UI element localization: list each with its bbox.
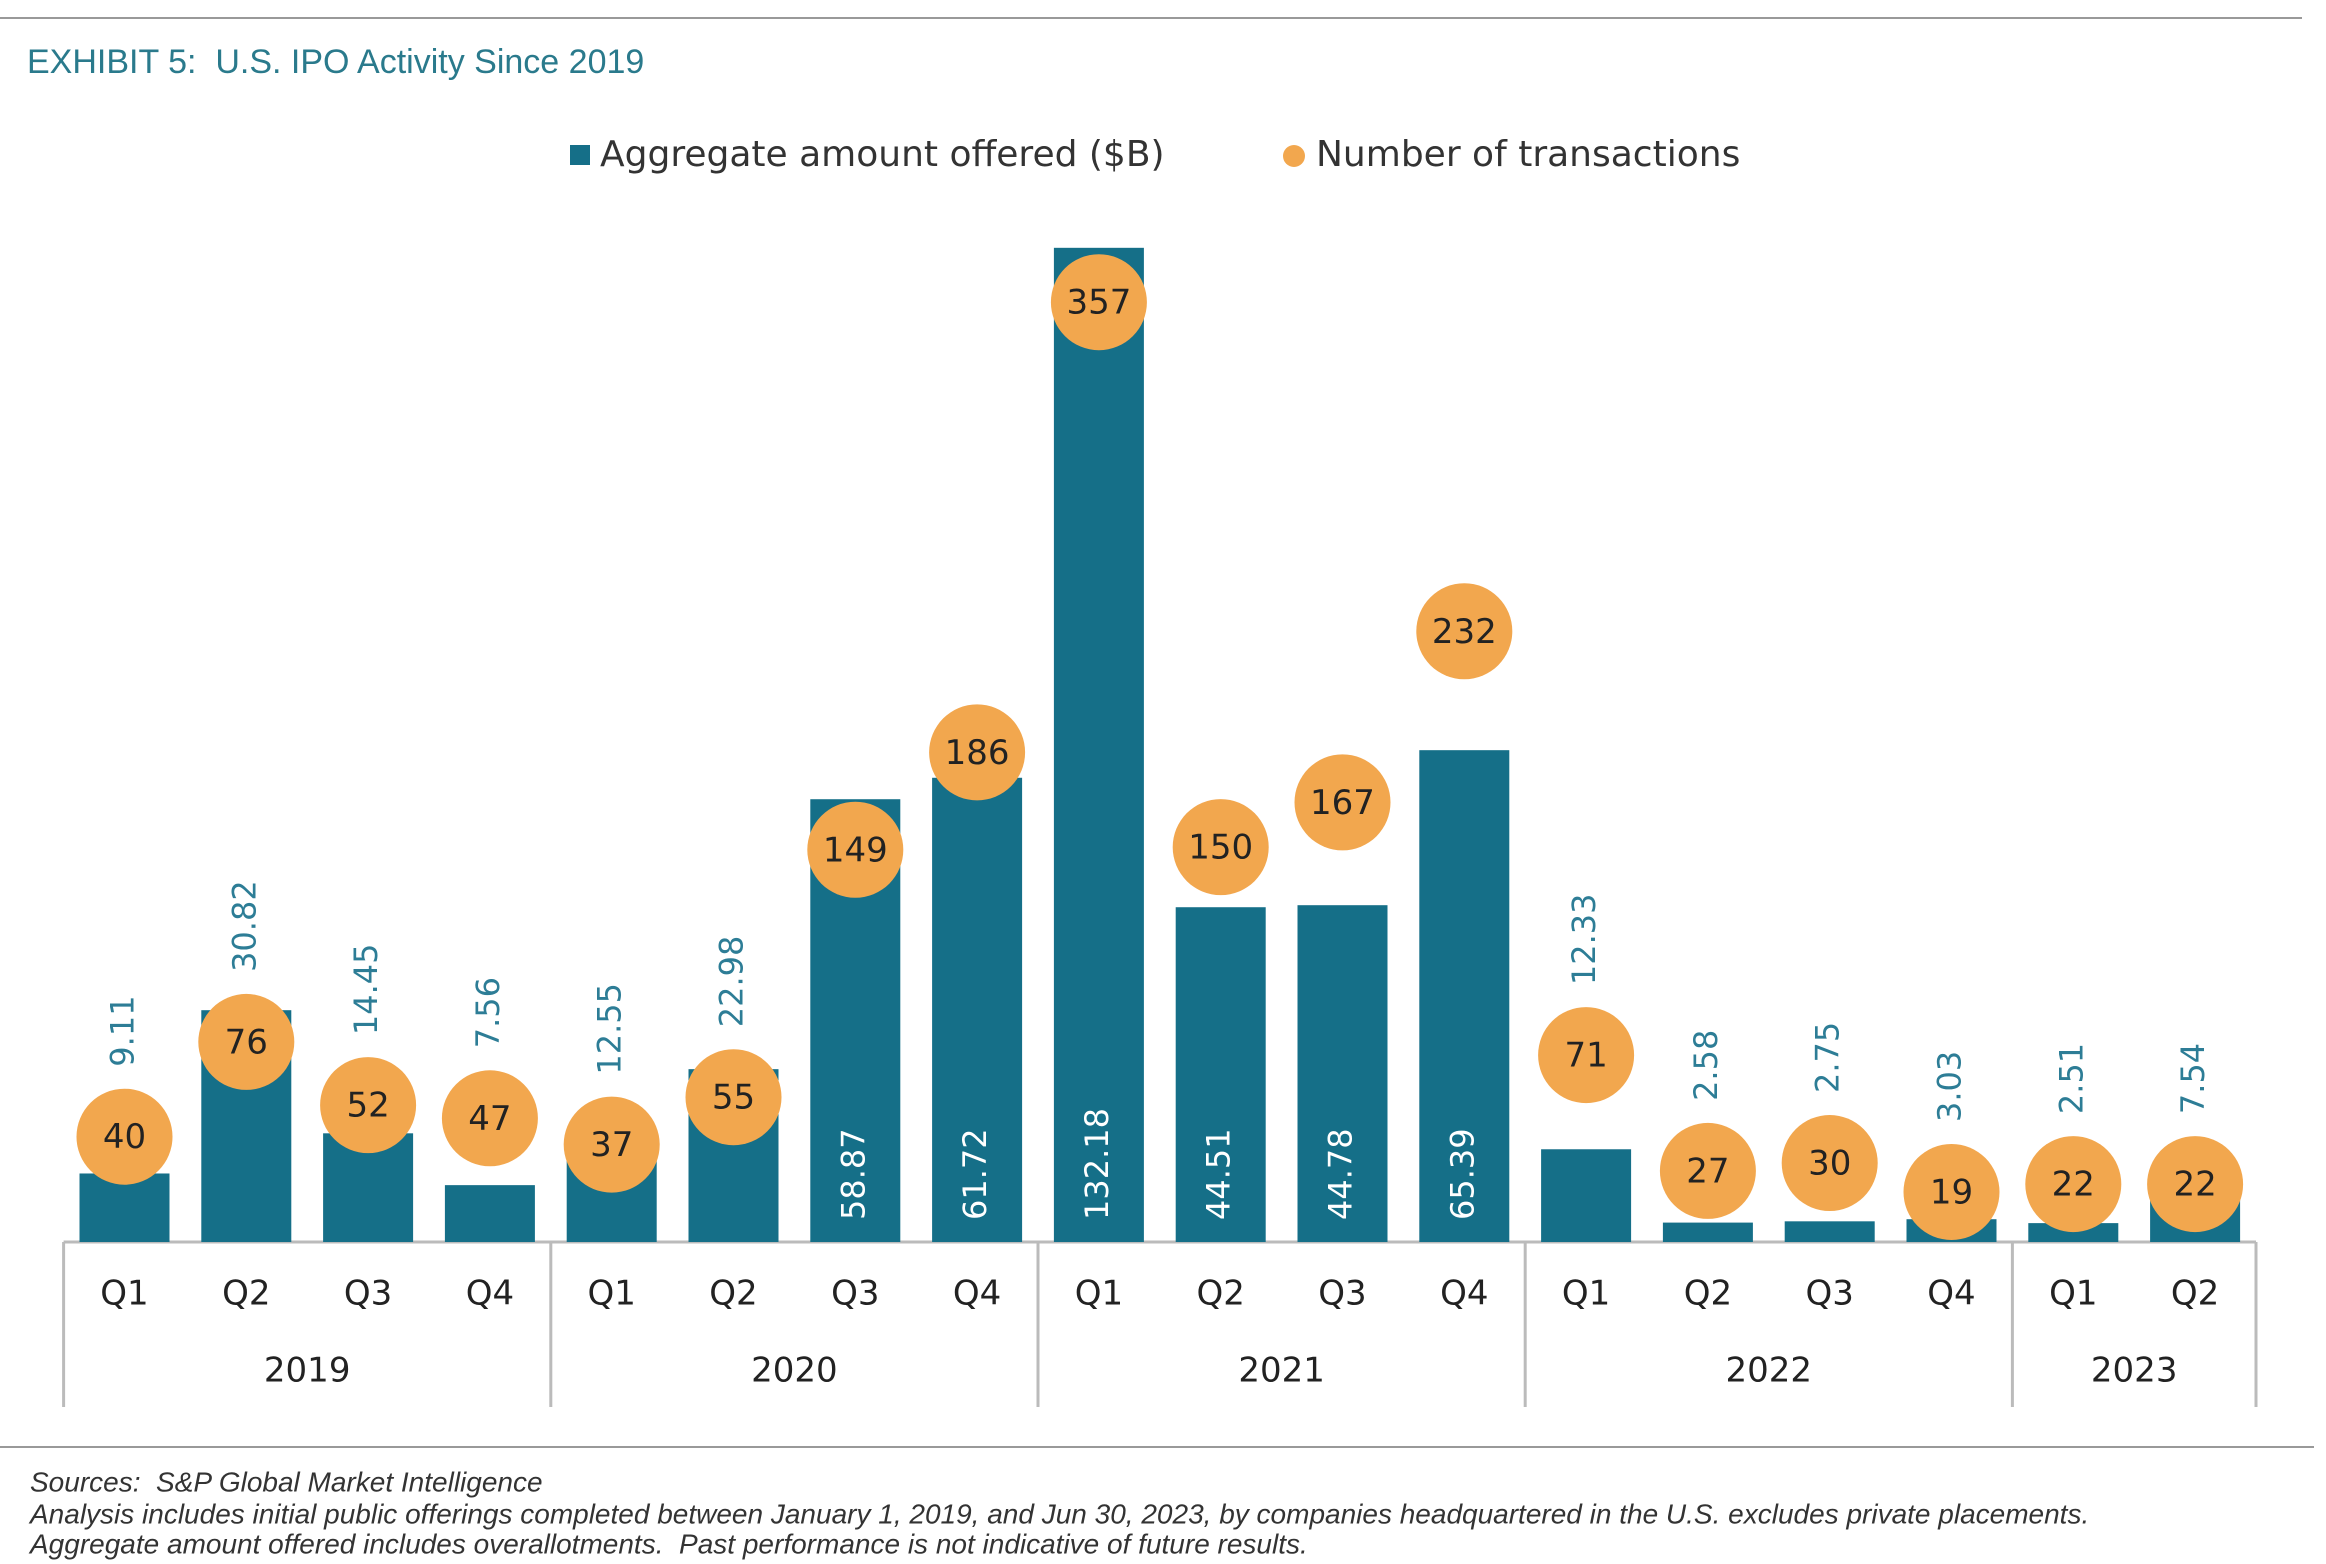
x-tick-label: Q2 <box>222 1274 270 1314</box>
chart-title: EXHIBIT 5: U.S. IPO Activity Since 2019 <box>27 43 644 81</box>
bar <box>1053 247 1144 1242</box>
value-label: 9.11 <box>104 995 142 1066</box>
x-tick-label: Q3 <box>1805 1274 1853 1314</box>
bubble-label: 186 <box>945 733 1010 773</box>
value-label: 30.82 <box>225 880 263 972</box>
x-tick-label: Q4 <box>953 1274 1001 1314</box>
value-label: 22.98 <box>713 936 751 1028</box>
bubble-label: 76 <box>225 1022 268 1062</box>
bubble <box>2147 1136 2244 1233</box>
bubble-label: 19 <box>1930 1172 1973 1212</box>
x-tick-label: Q1 <box>1075 1274 1123 1314</box>
bubble-label: 47 <box>468 1099 511 1139</box>
bubble-label: 27 <box>1686 1151 1729 1191</box>
value-label: 3.03 <box>1931 1051 1969 1122</box>
bubble <box>76 1088 173 1185</box>
bar <box>2028 1223 2119 1242</box>
bubble <box>1781 1115 1878 1212</box>
x-tick-label: Q3 <box>344 1274 392 1314</box>
bubble-label: 149 <box>823 830 888 870</box>
x-tick-label: Q1 <box>1562 1274 1610 1314</box>
group-label: 2022 <box>1726 1351 1813 1391</box>
bubble-label: 37 <box>590 1125 633 1165</box>
x-tick-label: Q1 <box>100 1274 148 1314</box>
group-label: 2020 <box>751 1351 838 1391</box>
value-label: 58.87 <box>834 1128 872 1220</box>
value-label: 7.54 <box>2174 1043 2212 1114</box>
bubble <box>929 704 1026 801</box>
value-label: 14.45 <box>347 944 385 1036</box>
bubble <box>1659 1122 1756 1219</box>
value-label: 65.39 <box>1443 1128 1481 1220</box>
x-tick-label: Q2 <box>709 1274 757 1314</box>
group-label: 2019 <box>264 1351 351 1391</box>
value-label: 7.56 <box>469 977 507 1048</box>
value-label: 2.51 <box>2052 1043 2090 1114</box>
legend-entry: Number of transactions <box>1316 134 1740 175</box>
source-note: Analysis includes initial public offerin… <box>28 1498 2089 1529</box>
value-label: 44.51 <box>1200 1128 1238 1220</box>
bubble-label: 55 <box>712 1078 755 1118</box>
bubble <box>1050 254 1147 351</box>
x-tick-label: Q4 <box>1440 1274 1488 1314</box>
bubble-label: 22 <box>2173 1165 2216 1205</box>
value-label: 61.72 <box>956 1128 994 1220</box>
x-tick-label: Q2 <box>2171 1274 2219 1314</box>
bubble <box>320 1057 417 1154</box>
bar <box>932 777 1023 1242</box>
value-label: 2.75 <box>1809 1022 1847 1093</box>
x-tick-label: Q2 <box>1684 1274 1732 1314</box>
bubble-label: 167 <box>1310 783 1375 823</box>
bubble <box>441 1070 538 1167</box>
bubble-label: 232 <box>1432 612 1497 652</box>
bar <box>1541 1149 1632 1242</box>
bubble <box>198 993 295 1090</box>
bubble-label: 52 <box>346 1086 389 1126</box>
bubble <box>1172 799 1269 896</box>
bubble-label: 71 <box>1564 1036 1607 1076</box>
bubble <box>1903 1143 2000 1240</box>
value-label: 12.33 <box>1565 893 1603 985</box>
bubble-label: 22 <box>2052 1165 2095 1205</box>
value-label: 132.18 <box>1078 1108 1116 1220</box>
bubble <box>1416 583 1513 680</box>
bubble <box>1294 754 1391 851</box>
bubble <box>2025 1136 2122 1233</box>
bubble-label: 40 <box>103 1117 146 1157</box>
bubble-label: 357 <box>1066 283 1131 323</box>
x-tick-label: Q1 <box>2049 1274 2097 1314</box>
bar <box>1175 907 1266 1242</box>
bar <box>1784 1221 1875 1242</box>
x-tick-label: Q3 <box>1318 1274 1366 1314</box>
bubble <box>685 1049 782 1146</box>
bubble-label: 30 <box>1808 1144 1851 1184</box>
value-label: 12.55 <box>591 983 629 1075</box>
x-tick-label: Q4 <box>466 1274 514 1314</box>
source-note: Aggregate amount offered includes overal… <box>28 1528 1308 1559</box>
legend-swatch <box>1283 145 1305 167</box>
bubble <box>807 801 904 898</box>
bar <box>1662 1222 1753 1242</box>
x-tick-label: Q3 <box>831 1274 879 1314</box>
bubble-label: 150 <box>1188 828 1253 868</box>
value-label: 2.58 <box>1687 1030 1725 1101</box>
bar <box>79 1173 170 1242</box>
legend-swatch <box>570 145 590 165</box>
bubble <box>563 1096 660 1193</box>
x-tick-label: Q4 <box>1927 1274 1975 1314</box>
bar <box>1419 750 1510 1242</box>
bar <box>444 1185 535 1242</box>
source-note: Sources: S&P Global Market Intelligence <box>30 1466 543 1497</box>
bubble <box>1538 1007 1635 1104</box>
group-label: 2021 <box>1238 1351 1325 1391</box>
value-label: 44.78 <box>1322 1128 1360 1220</box>
bar <box>1297 905 1388 1242</box>
x-tick-label: Q2 <box>1196 1274 1244 1314</box>
group-label: 2023 <box>2091 1351 2178 1391</box>
x-tick-label: Q1 <box>587 1274 635 1314</box>
legend-entry: Aggregate amount offered ($B) <box>600 134 1165 175</box>
